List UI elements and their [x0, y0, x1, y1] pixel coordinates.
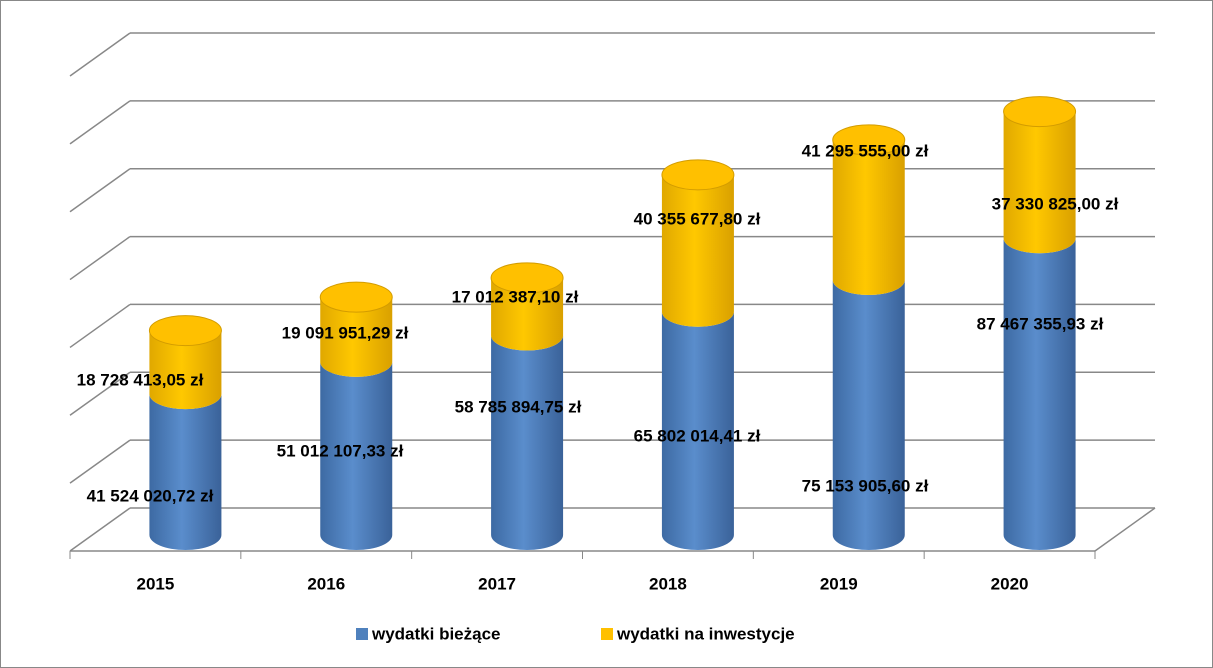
grid-line-side [69, 235, 131, 281]
data-label: 18 728 413,05 zł [77, 370, 204, 389]
cylinder-top [1003, 96, 1077, 128]
x-tick-label: 2019 [820, 574, 858, 593]
x-tick-label: 2015 [137, 574, 175, 593]
x-tick-label: 2016 [307, 574, 345, 593]
cylinder-top [832, 124, 906, 156]
data-label: 87 467 355,93 zł [977, 314, 1104, 333]
legend-swatch [356, 628, 368, 640]
cylinder-top [490, 262, 564, 294]
cylinder-segment [832, 280, 905, 550]
legend-label: wydatki bieżące [371, 624, 501, 643]
grid-line-side [69, 507, 131, 552]
grid-line-side [69, 32, 131, 77]
grid-line-side [69, 439, 131, 484]
data-label: 75 153 905,60 zł [802, 476, 929, 495]
cylinder-segment [1003, 111, 1076, 254]
data-label: 41 524 020,72 zł [87, 486, 214, 505]
data-label: 51 012 107,33 zł [277, 441, 404, 460]
data-label: 40 355 677,80 zł [634, 209, 761, 228]
cylinder-segment [1003, 238, 1076, 550]
cylinder-segment [320, 361, 393, 550]
grid-line-side [69, 303, 131, 349]
x-tick-label: 2018 [649, 574, 687, 593]
legend-swatch [601, 628, 613, 640]
cylinder-top [661, 159, 735, 191]
data-label: 65 802 014,41 zł [634, 426, 761, 445]
x-tick-label: 2017 [478, 574, 516, 593]
grid-line-side [69, 100, 131, 145]
data-label: 41 295 555,00 zł [802, 141, 929, 160]
data-label: 17 012 387,10 zł [452, 287, 579, 306]
data-label: 37 330 825,00 zł [992, 194, 1119, 213]
cylinder-top [319, 281, 393, 313]
cylinder-segment [320, 297, 393, 377]
grid-line-side [69, 168, 131, 213]
cylinder-top [148, 315, 222, 347]
cylinder-segment [491, 335, 564, 550]
floor-right [1094, 507, 1156, 552]
cylinder-segment [661, 311, 734, 550]
legend-label: wydatki na inwestycje [616, 624, 795, 643]
cylinder-segment [149, 394, 222, 550]
data-label: 58 785 894,75 zł [455, 397, 582, 416]
cylinder-segment [832, 139, 905, 296]
grid-line-side [69, 371, 131, 416]
x-tick-label: 2020 [991, 574, 1029, 593]
cylinder-segment [491, 277, 564, 351]
cylinder-segment [149, 330, 222, 410]
cylinder-segment [661, 174, 734, 327]
data-label: 19 091 951,29 zł [282, 323, 409, 342]
